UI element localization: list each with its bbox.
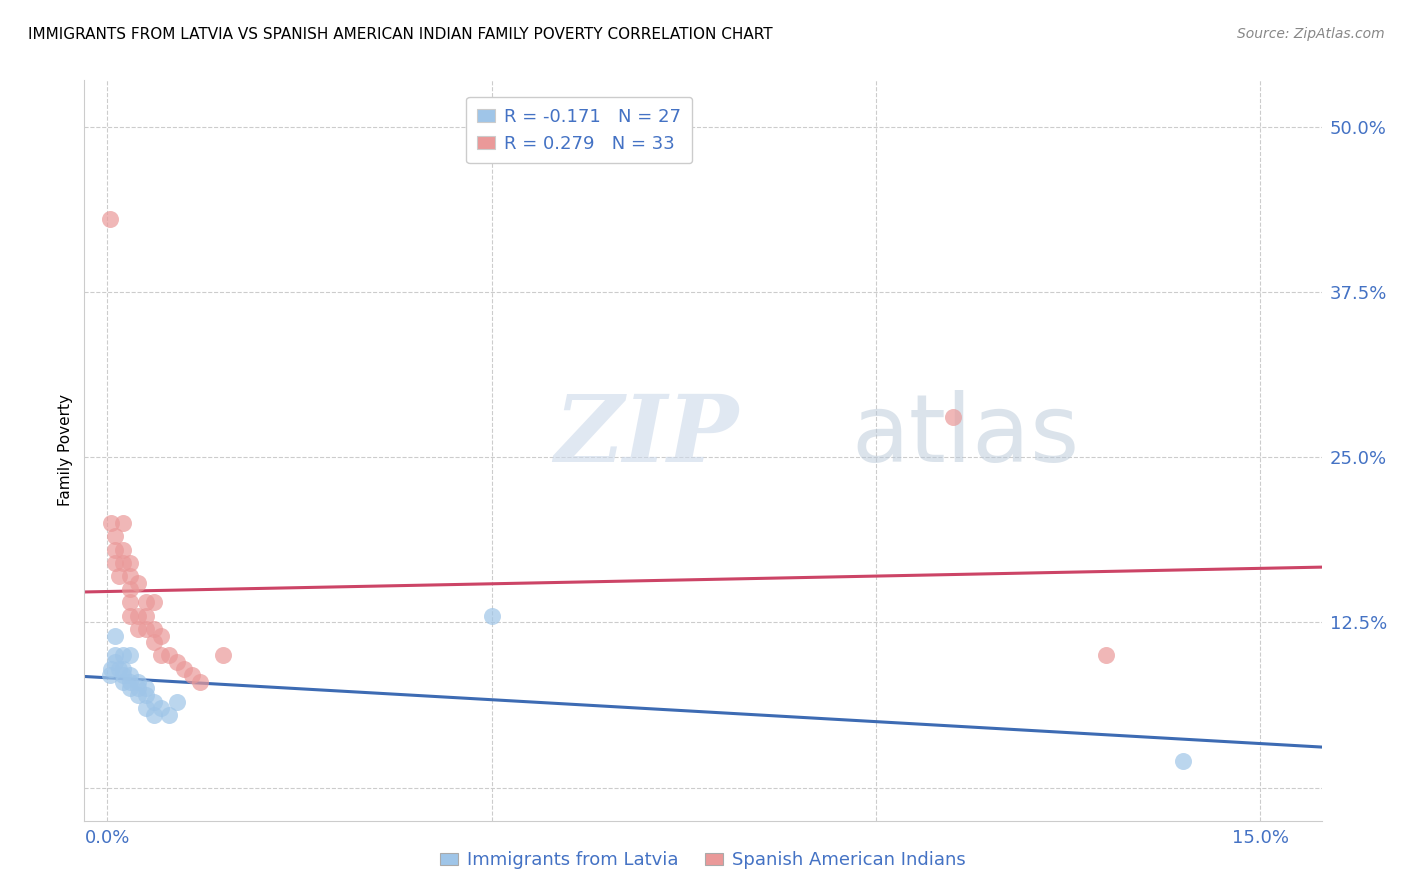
Point (142, 707, 165, 722)
Point (135, 622, 157, 636)
Point (127, 681, 149, 696)
Point (120, 608, 142, 623)
Point (120, 595, 142, 609)
Point (104, 529, 127, 543)
Point (142, 695, 165, 709)
Point (120, 668, 142, 682)
Point (135, 701, 157, 715)
Point (120, 648, 142, 663)
Point (166, 655, 188, 669)
Text: IMMIGRANTS FROM LATVIA VS SPANISH AMERICAN INDIAN FAMILY POVERTY CORRELATION CHA: IMMIGRANTS FROM LATVIA VS SPANISH AMERIC… (28, 27, 773, 42)
Point (211, 648, 233, 663)
Point (111, 648, 134, 663)
Point (127, 622, 149, 636)
Point (120, 556, 142, 570)
Point (1095, 648, 1118, 663)
Point (120, 681, 142, 696)
Point (104, 556, 127, 570)
Point (150, 701, 173, 715)
Point (157, 707, 180, 722)
Point (127, 608, 149, 623)
Point (150, 629, 173, 643)
Point (120, 674, 142, 689)
Point (188, 674, 211, 689)
Point (120, 569, 142, 583)
Legend: R = -0.171   N = 27, R = 0.279   N = 33: R = -0.171 N = 27, R = 0.279 N = 33 (467, 96, 692, 163)
Text: ZIP: ZIP (554, 391, 738, 481)
Point (157, 648, 180, 663)
Point (127, 575, 149, 590)
Point (135, 608, 157, 623)
Point (111, 668, 134, 682)
Point (100, 662, 122, 676)
Point (142, 635, 165, 649)
Point (111, 556, 134, 570)
Point (98, 212, 121, 227)
Point (1173, 754, 1195, 768)
Point (150, 648, 173, 663)
Point (108, 662, 131, 676)
Point (142, 595, 165, 609)
Point (104, 648, 127, 663)
Point (111, 674, 134, 689)
Legend: Immigrants from Latvia, Spanish American Indians: Immigrants from Latvia, Spanish American… (430, 842, 976, 879)
Point (166, 695, 188, 709)
Point (142, 622, 165, 636)
Y-axis label: Family Poverty: Family Poverty (58, 394, 73, 507)
Point (104, 542, 127, 557)
Text: atlas: atlas (852, 390, 1080, 482)
Point (135, 595, 157, 609)
Point (120, 582, 142, 597)
Point (108, 569, 131, 583)
Point (942, 410, 965, 425)
Point (111, 516, 134, 531)
Text: Source: ZipAtlas.com: Source: ZipAtlas.com (1237, 27, 1385, 41)
Point (100, 516, 122, 531)
Point (135, 681, 157, 696)
Point (173, 662, 195, 676)
Point (111, 662, 134, 676)
Point (135, 688, 157, 702)
Point (127, 674, 149, 689)
Point (481, 608, 503, 623)
Point (104, 629, 127, 643)
Point (98, 668, 121, 682)
Point (181, 668, 204, 682)
Point (127, 688, 149, 702)
Point (104, 655, 127, 669)
Point (111, 542, 134, 557)
